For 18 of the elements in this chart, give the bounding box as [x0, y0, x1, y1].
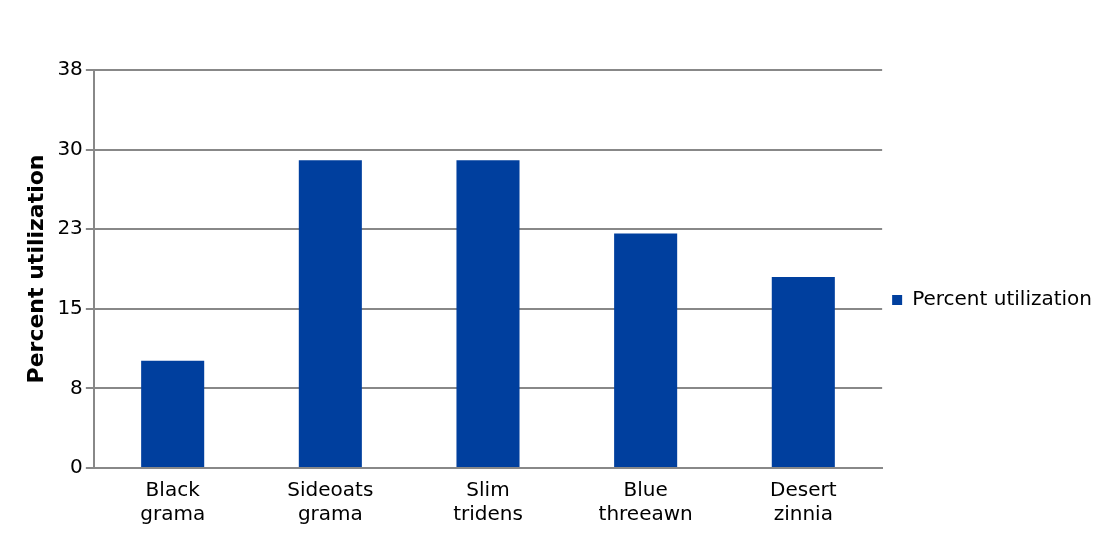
bar	[771, 276, 835, 467]
y-tick-label: 8	[70, 374, 83, 399]
x-tick-label: Blue threeawn	[598, 477, 693, 526]
x-tick-label: Slim tridens	[453, 477, 523, 526]
bar	[456, 160, 520, 467]
y-tick-label: 23	[57, 215, 83, 240]
x-tick-label: Desert zinnia	[770, 477, 837, 526]
bar	[298, 160, 362, 467]
y-tick-label: 15	[57, 295, 83, 319]
x-tick-label: Sideoats grama	[287, 477, 374, 526]
y-axis-title: Percent utilization	[22, 154, 48, 384]
y-tick-label: 30	[57, 135, 83, 160]
legend-label: Percent utilization	[912, 286, 1093, 311]
y-tick-label: 38	[57, 56, 83, 81]
x-tick-label: Black grama	[140, 477, 206, 526]
y-tick-label: 0	[70, 454, 83, 479]
bar	[614, 233, 678, 467]
bar	[141, 360, 205, 467]
